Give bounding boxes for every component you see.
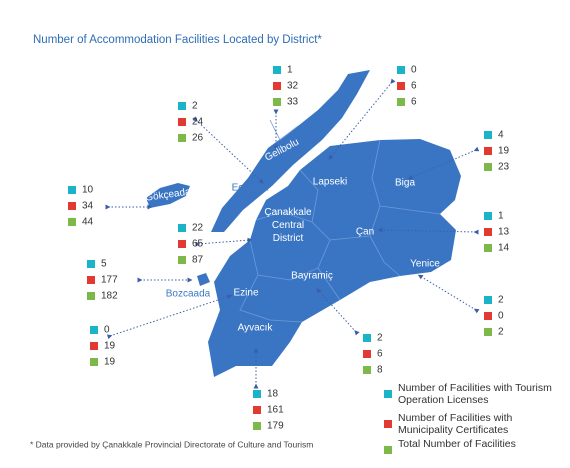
legend-swatch [68,186,76,194]
value: 177 [101,275,118,286]
legend-swatch [178,102,186,110]
legend-swatch [178,240,186,248]
legend-swatch [484,244,492,252]
legend-swatch [178,256,186,264]
value: 18 [267,389,279,400]
legend-label: Number of Facilities with Municipality C… [398,412,513,436]
district-label: Eceabat [232,183,269,194]
legend-swatch [384,390,392,398]
legend-swatch [484,328,492,336]
legend-swatch [178,224,186,232]
value: 182 [101,291,118,302]
legend-swatch [273,82,281,90]
value: 22 [192,223,204,234]
value: 87 [192,255,204,266]
district-label: Çan [356,227,374,238]
value: 34 [82,201,94,212]
value: 1 [498,211,504,222]
value: 5 [101,259,107,270]
legend-swatch [178,118,186,126]
legend-swatch [87,276,95,284]
legend-swatch [384,446,392,454]
value: 6 [411,97,417,108]
value: 32 [287,81,299,92]
value: 10 [82,185,94,196]
legend-swatch [253,390,261,398]
legend-swatch [273,66,281,74]
value: 24 [192,117,204,128]
legend-swatch [484,147,492,155]
legend-swatch [90,358,98,366]
district-label: Yenice [410,259,440,270]
legend-swatch [397,98,405,106]
district-label: Biga [395,178,415,189]
legend-swatch [484,296,492,304]
legend-swatch [90,342,98,350]
district-label: Bayramiç [291,271,333,282]
legend-label: Total Number of Facilities [398,438,516,450]
legend-swatch [178,134,186,142]
legend-swatch [363,334,371,342]
district-label: Ezine [233,288,258,299]
value: 0 [498,311,504,322]
value: 2 [377,333,383,344]
legend-swatch [397,82,405,90]
value: 2 [192,101,198,112]
legend-swatch [363,366,371,374]
value: 161 [267,405,284,416]
legend-swatch [397,66,405,74]
legend-label: Number of Facilities with Tourism Operat… [398,382,552,406]
district-label: Bozcaada [166,289,211,300]
value: 13 [498,227,510,238]
title: Number of Accommodation Facilities Locat… [33,34,322,46]
value: 26 [192,133,204,144]
legend-swatch [484,163,492,171]
value: 23 [498,162,510,173]
value: 0 [104,325,110,336]
value: 8 [377,365,383,376]
district-label: Çanakkale Central District [264,207,312,244]
legend-swatch [68,218,76,226]
value: 33 [287,97,299,108]
legend-swatch [253,406,261,414]
value: 14 [498,243,510,254]
legend-swatch [68,202,76,210]
value: 19 [104,341,116,352]
legend-swatch [253,422,261,430]
district-label: Lapseki [313,177,347,188]
legend-swatch [87,260,95,268]
legend-swatch [384,420,392,428]
arrows [105,78,480,389]
value: 19 [498,146,510,157]
legend-swatch [363,350,371,358]
legend-swatch [484,131,492,139]
value: 65 [192,239,204,250]
value: 179 [267,421,284,432]
value: 2 [498,327,504,338]
value: 6 [411,81,417,92]
footnote: * Data provided by Çanakkale Provincial … [30,439,313,449]
value: 6 [377,349,383,360]
legend-swatch [484,212,492,220]
value: 2 [498,295,504,306]
value: 0 [411,65,417,76]
value: 19 [104,357,116,368]
legend-swatch [87,292,95,300]
legend-swatch [484,312,492,320]
value: 1 [287,65,293,76]
legend-swatch [484,228,492,236]
district-label: Ayvacık [238,323,274,334]
value: 4 [498,130,504,141]
legend-swatch [90,326,98,334]
legend-swatch [273,98,281,106]
value: 44 [82,217,94,228]
